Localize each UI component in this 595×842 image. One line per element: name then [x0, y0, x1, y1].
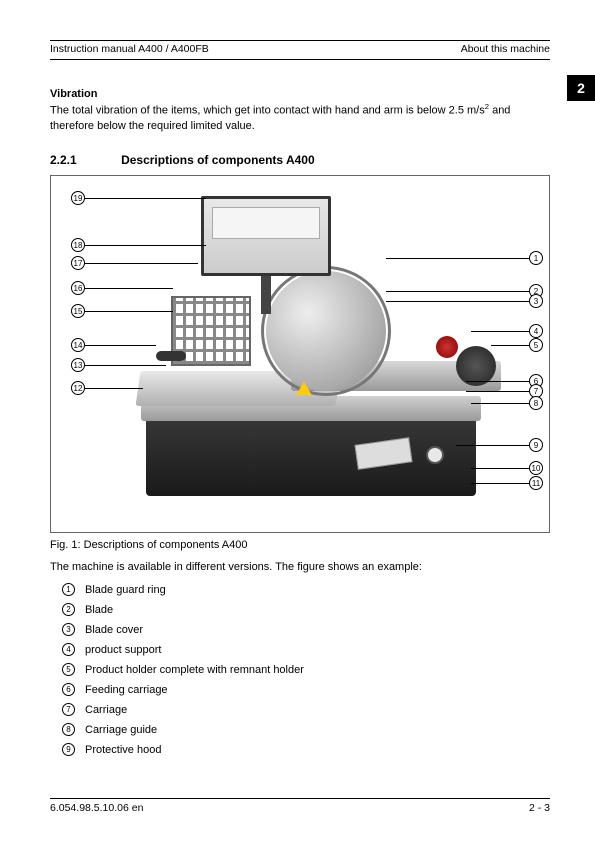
- machine-knob-red: [436, 336, 458, 358]
- leader-line-12: [85, 388, 143, 389]
- component-label: Feeding carriage: [85, 684, 168, 696]
- leader-line-9: [456, 445, 529, 446]
- leader-line-2: [386, 291, 529, 292]
- callout-17: 17: [71, 256, 85, 270]
- callout-11: 11: [529, 476, 543, 490]
- vibration-text-pre: The total vibration of the items, which …: [50, 105, 485, 117]
- subsection-heading: 2.2.1 Descriptions of components A400: [50, 153, 550, 167]
- component-label: Blade cover: [85, 624, 143, 636]
- component-label: Blade: [85, 604, 113, 616]
- leader-line-17: [85, 263, 198, 264]
- leader-line-14: [85, 345, 156, 346]
- footer-rule: [50, 798, 550, 799]
- component-number: 5: [62, 663, 75, 676]
- content-area: Vibration The total vibration of the ite…: [50, 88, 550, 756]
- figure-box: 19181716151413121234567891011: [50, 175, 550, 533]
- vibration-title: Vibration: [50, 88, 550, 100]
- leader-line-5: [491, 345, 529, 346]
- component-label: Carriage: [85, 704, 127, 716]
- leader-line-18: [85, 245, 206, 246]
- leader-line-3: [386, 301, 529, 302]
- component-item-8: 8 Carriage guide: [50, 723, 550, 736]
- page-footer: 6.054.98.5.10.06 en 2 - 3: [50, 798, 550, 814]
- callout-15: 15: [71, 304, 85, 318]
- page-header: Instruction manual A400 / A400FB About t…: [50, 43, 550, 60]
- callout-19: 19: [71, 191, 85, 205]
- component-label: Protective hood: [85, 744, 161, 756]
- component-item-1: 1 Blade guard ring: [50, 583, 550, 596]
- leader-line-16: [85, 288, 173, 289]
- callout-9: 9: [529, 438, 543, 452]
- machine-display-stand: [261, 274, 271, 314]
- leader-line-15: [85, 311, 173, 312]
- callout-3: 3: [529, 294, 543, 308]
- leader-line-11: [471, 483, 529, 484]
- leader-line-13: [85, 365, 166, 366]
- header-top-rule: [50, 40, 550, 41]
- figure-caption: Fig. 1: Descriptions of components A400: [50, 539, 550, 551]
- leader-line-8: [471, 403, 529, 404]
- vibration-text: The total vibration of the items, which …: [50, 102, 550, 133]
- component-number: 8: [62, 723, 75, 736]
- component-item-6: 6 Feeding carriage: [50, 683, 550, 696]
- component-item-7: 7 Carriage: [50, 703, 550, 716]
- callout-10: 10: [529, 461, 543, 475]
- component-number: 1: [62, 583, 75, 596]
- callout-4: 4: [529, 324, 543, 338]
- callout-5: 5: [529, 338, 543, 352]
- component-item-2: 2 Blade: [50, 603, 550, 616]
- callout-18: 18: [71, 238, 85, 252]
- callout-14: 14: [71, 338, 85, 352]
- component-number: 4: [62, 643, 75, 656]
- header-left: Instruction manual A400 / A400FB: [50, 43, 209, 55]
- component-label: product support: [85, 644, 161, 656]
- leader-line-1: [386, 258, 529, 259]
- component-item-9: 9 Protective hood: [50, 743, 550, 756]
- machine-illustration: [146, 196, 476, 516]
- component-item-3: 3 Blade cover: [50, 623, 550, 636]
- leader-line-19: [85, 198, 206, 199]
- component-item-4: 4 product support: [50, 643, 550, 656]
- leader-line-4: [471, 331, 529, 332]
- section-tab: 2: [567, 75, 595, 101]
- component-label: Blade guard ring: [85, 584, 166, 596]
- subsection-number: 2.2.1: [50, 153, 118, 167]
- component-number: 2: [62, 603, 75, 616]
- machine-blade-cover: [266, 271, 386, 391]
- component-item-5: 5 Product holder complete with remnant ho…: [50, 663, 550, 676]
- callout-16: 16: [71, 281, 85, 295]
- machine-handle: [156, 351, 186, 361]
- leader-line-7: [466, 391, 529, 392]
- footer-right: 2 - 3: [529, 802, 550, 814]
- callout-13: 13: [71, 358, 85, 372]
- component-number: 3: [62, 623, 75, 636]
- subsection-title: Descriptions of components A400: [121, 153, 315, 167]
- machine-display: [201, 196, 331, 276]
- callout-8: 8: [529, 396, 543, 410]
- callout-1: 1: [529, 251, 543, 265]
- component-label: Product holder complete with remnant hol…: [85, 664, 304, 676]
- callout-12: 12: [71, 381, 85, 395]
- component-number: 9: [62, 743, 75, 756]
- leader-line-6: [466, 381, 529, 382]
- component-list: 1 Blade guard ring 2 Blade 3 Blade cover 4 prod…: [50, 583, 550, 756]
- component-number: 7: [62, 703, 75, 716]
- leader-line-10: [471, 468, 529, 469]
- footer-left: 6.054.98.5.10.06 en: [50, 802, 143, 814]
- header-right: About this machine: [461, 43, 550, 55]
- figure-description: The machine is available in different ve…: [50, 561, 550, 573]
- component-label: Carriage guide: [85, 724, 157, 736]
- component-number: 6: [62, 683, 75, 696]
